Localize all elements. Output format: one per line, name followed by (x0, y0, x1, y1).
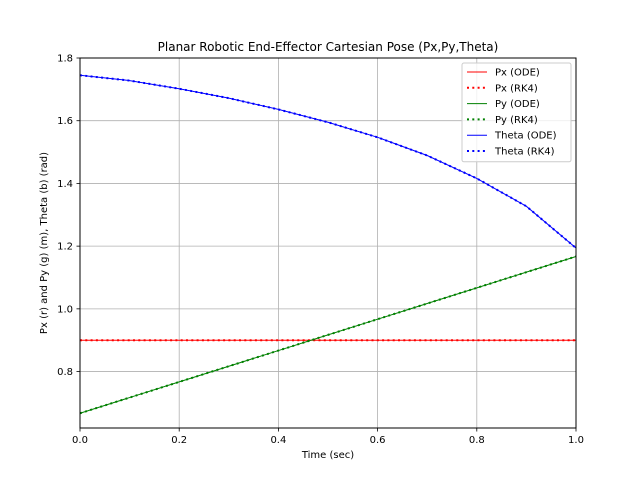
legend-label-theta-ode: Theta (ODE) (494, 131, 557, 142)
y-tick-label: 1.6 (57, 116, 73, 127)
plot-frame (79, 57, 577, 429)
x-tick-label: 0.4 (270, 435, 286, 446)
y-tick-label: 1.4 (57, 179, 73, 190)
y-tick-label: 1.8 (57, 54, 73, 65)
x-tick-label: 0.0 (72, 435, 88, 446)
series-line-py-rk4 (79, 255, 577, 415)
x-tick-label: 0.2 (171, 435, 187, 446)
legend-box (461, 62, 572, 163)
plot-lines (79, 74, 577, 415)
legend-label-py-rk4: Py (RK4) (495, 115, 538, 126)
y-tick-label: 1.2 (57, 242, 73, 253)
y-axis-label: Px (r) and Py (g) (m), Theta (b) (rad) (39, 152, 50, 334)
x-tick-label: 1.0 (568, 435, 584, 446)
y-tick-label: 1.0 (57, 304, 73, 315)
legend: Px (ODE) Px (RK4) Py (ODE) Py (RK4) Theta (O… (461, 62, 572, 163)
y-tick-label: 0.8 (57, 367, 73, 378)
legend-label-px-rk4: Px (RK4) (495, 83, 538, 94)
legend-label-py-ode: Py (ODE) (495, 99, 540, 110)
x-tick-label: 0.6 (370, 435, 386, 446)
chart-title: Planar Robotic End-Effector Cartesian Po… (158, 40, 499, 54)
x-axis-label: Time (sec) (301, 450, 354, 461)
legend-label-px-ode: Px (ODE) (495, 68, 540, 79)
series-line-theta-rk4 (79, 74, 577, 249)
axis-ticks: 0.0 0.2 0.4 0.6 0.8 1.0 0.8 1.0 1.2 1.4 1.6 1.8 (57, 54, 584, 447)
x-tick-label: 0.8 (469, 435, 485, 446)
legend-label-theta-rk4: Theta (RK4) (494, 147, 555, 158)
